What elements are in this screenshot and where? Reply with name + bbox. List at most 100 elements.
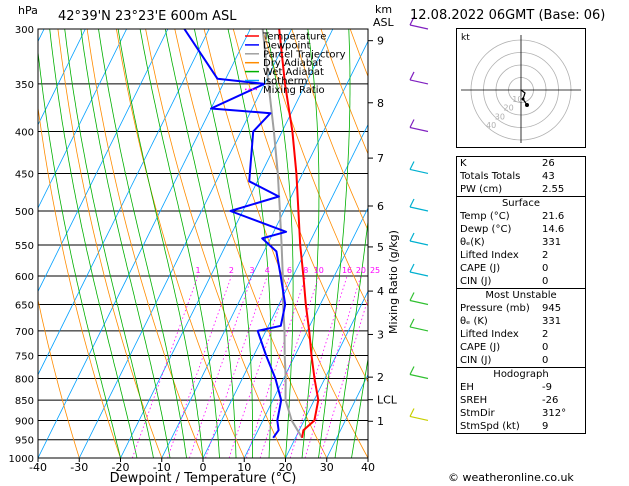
index-label: Temp (°C)	[460, 211, 510, 222]
wet-adiabat-line	[266, 29, 294, 458]
dry-adiabat-line	[320, 29, 368, 155]
index-value: 331	[542, 316, 562, 327]
index-label: Dewp (°C)	[460, 224, 512, 235]
legend-label: Wet Adiabat	[263, 67, 324, 78]
index-row: CIN (J) 0	[457, 354, 585, 367]
wind-barb	[409, 126, 429, 133]
indices-section-title: Hodograph	[493, 369, 549, 380]
index-row: CIN (J) 0	[457, 275, 585, 288]
index-value: 2.55	[542, 184, 565, 195]
index-label: StmDir	[460, 408, 495, 419]
dry-adiabat-line	[613, 29, 629, 458]
hpa-label: hPa	[18, 4, 38, 17]
pressure-tick-label: 900	[15, 416, 34, 427]
wet-adiabat-line	[334, 218, 368, 458]
index-row: Lifted Index 2	[457, 328, 585, 341]
wind-barb-flag	[409, 366, 415, 375]
wet-adiabat-line	[98, 29, 187, 458]
wet-adiabat-line	[49, 29, 138, 458]
temperature-tick-label: 10	[237, 461, 251, 474]
dry-adiabat-line	[38, 297, 80, 458]
mixing-ratio-label: 4	[265, 266, 270, 275]
mixing-ratio-line	[167, 275, 232, 458]
dry-adiabat-line	[57, 29, 163, 458]
isotherm-line	[38, 29, 86, 126]
wind-barb-flag	[409, 161, 415, 170]
wind-barb	[409, 271, 429, 277]
datetime-label: 12.08.2022 06GMT (Base: 06)	[410, 8, 606, 23]
km-tick-label: LCL	[377, 394, 398, 407]
isotherm-line	[38, 29, 251, 458]
index-row: Temp (°C) 21.6	[457, 210, 585, 223]
index-value: 14.6	[542, 224, 565, 235]
index-value: 0	[542, 355, 549, 366]
wind-barb-flag	[409, 292, 415, 301]
km-tick-label: 5	[377, 241, 384, 254]
dry-adiabat-line	[203, 29, 368, 458]
dry-adiabat-line	[584, 29, 629, 458]
index-label: θₑ (K)	[460, 316, 488, 327]
index-value: 0	[542, 276, 549, 287]
mixing-ratio-label: 1	[195, 266, 200, 275]
pressure-tick-label: 950	[15, 436, 34, 447]
wet-adiabat-line	[38, 48, 121, 458]
index-row: Dewp (°C) 14.6	[457, 223, 585, 236]
km-tick-label: 3	[377, 328, 384, 341]
legend-label: Isotherm	[263, 76, 307, 87]
wind-barb	[409, 373, 429, 380]
index-label: Lifted Index	[460, 329, 519, 340]
index-label: Totals Totals	[460, 171, 521, 182]
mixing-ratio-line	[205, 275, 268, 458]
mixing-ratio-label: 2	[229, 266, 234, 275]
index-row: CAPE (J) 0	[457, 262, 585, 275]
indices-table: K 26 Totals Totals 43 PW (cm) 2.55 Surface Temp…	[456, 156, 586, 434]
dry-adiabat-line	[174, 29, 328, 458]
hodograph-point	[521, 97, 525, 101]
index-label: Lifted Index	[460, 250, 519, 261]
isotherm-line	[202, 123, 368, 458]
temperature-tick-label: -30	[70, 461, 88, 474]
wet-adiabat-line	[351, 356, 368, 458]
index-value: 43	[542, 171, 555, 182]
index-value: 2	[542, 329, 549, 340]
indices-section-most-unstable: Most Unstable Pressure (mb) 945 θₑ (K) 331 Li…	[457, 288, 585, 367]
wind-barb	[409, 299, 429, 306]
index-row: PW (cm) 2.55	[457, 183, 585, 196]
indices-section-hodograph-params: Hodograph EH -9 SREH -26 StmDir 312° StmSpd (kt…	[457, 367, 585, 433]
index-label: CIN (J)	[460, 355, 492, 366]
dry-adiabat-line	[116, 29, 245, 458]
legend-label: Mixing Ratio	[263, 85, 325, 96]
wet-adiabat-line	[301, 29, 320, 458]
km-tick-label: 2	[377, 371, 384, 384]
mixing-ratio-line	[228, 275, 290, 458]
temperature-tick-label: -20	[112, 461, 130, 474]
dry-adiabat-line	[291, 29, 368, 232]
index-value: 0	[542, 263, 549, 274]
index-row: StmDir 312°	[457, 407, 585, 420]
legend-label: Dry Adiabat	[263, 58, 322, 69]
isotherm-line	[326, 373, 368, 458]
wind-barb-flag	[409, 263, 415, 273]
wind-barb-flag	[409, 232, 415, 242]
legend-label: Temperature	[262, 32, 326, 43]
index-label: θₑ(K)	[460, 237, 485, 248]
temperature-tick-label: 0	[200, 461, 207, 474]
pressure-tick-label: 400	[15, 128, 34, 139]
dry-adiabat-line	[145, 29, 286, 458]
index-label: CAPE (J)	[460, 342, 501, 353]
hodograph-ring-label: 10	[512, 95, 522, 104]
km-tick-label: 4	[377, 285, 384, 298]
temperature-tick-label: -40	[29, 461, 47, 474]
wind-barb-flag	[409, 408, 415, 417]
mixing-ratio-axis-label: Mixing Ratio (g/kg)	[387, 230, 400, 334]
indices-section-title: Most Unstable	[485, 290, 557, 301]
index-value: 26	[542, 158, 555, 169]
wind-barb	[409, 326, 429, 332]
index-row: Lifted Index 2	[457, 249, 585, 262]
indices-section-title: Surface	[501, 198, 541, 209]
wind-barb	[409, 168, 429, 175]
index-value: 0	[542, 342, 549, 353]
copyright-label: © weatheronline.co.uk	[448, 471, 574, 484]
